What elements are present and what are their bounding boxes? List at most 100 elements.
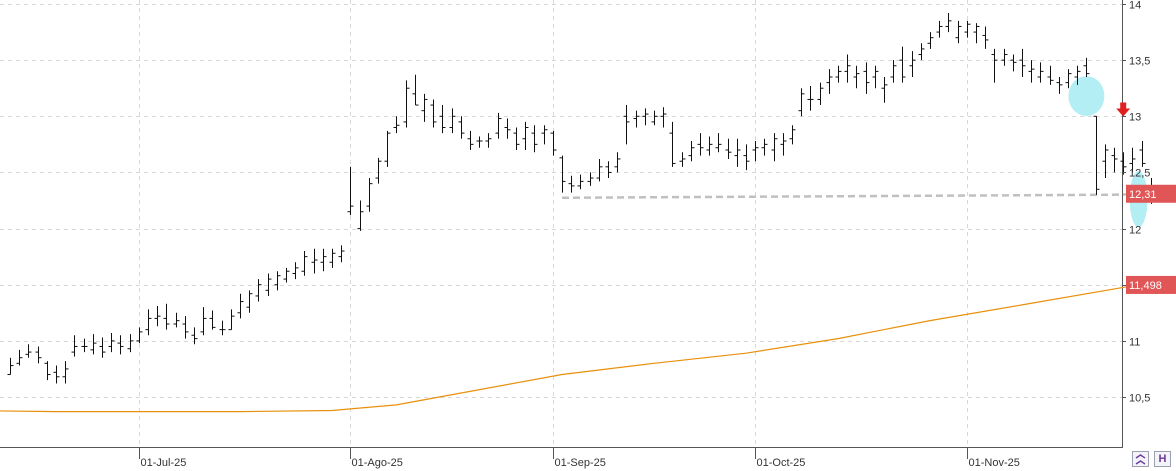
- ohlc-bar: [899, 46, 906, 83]
- ohlc-bar: [136, 327, 143, 344]
- ohlc-bar: [587, 172, 594, 186]
- ohlc-bar: [817, 82, 824, 106]
- ohlc-bar: [53, 365, 60, 384]
- price-badge: 12,31: [1126, 184, 1176, 203]
- ohlc-bar: [872, 65, 879, 89]
- ohlc-bar: [568, 175, 575, 193]
- ohlc-bar: [1019, 48, 1026, 77]
- ohlc-bar: [154, 306, 161, 327]
- ohlc-bar: [108, 332, 115, 353]
- ohlc-bar: [99, 337, 106, 358]
- x-tick-label: 01-Jul-25: [141, 457, 187, 469]
- ohlc-bar: [642, 108, 649, 126]
- price-badge-bg: [1126, 275, 1176, 294]
- ohlc-bar: [596, 158, 603, 182]
- ohlc-bar: [311, 248, 318, 274]
- ohlc-bar: [531, 125, 538, 153]
- axes: [0, 0, 1123, 448]
- ohlc-bar: [338, 245, 345, 263]
- y-tick-label: 13: [1129, 112, 1141, 124]
- ohlc-bar: [1037, 62, 1044, 83]
- ohlc-bar: [421, 93, 428, 122]
- ohlc-bar: [909, 51, 916, 77]
- ohlc-bar: [853, 65, 860, 89]
- ohlc-bar: [145, 309, 152, 336]
- ohlc-bar: [826, 69, 833, 94]
- ohlc-bar: [660, 107, 667, 128]
- ohlc-bar: [577, 174, 584, 190]
- ohlc-bar: [1129, 147, 1136, 173]
- ohlc-bar: [127, 334, 134, 353]
- ohlc-bar: [1111, 147, 1118, 173]
- ohlc-bar: [173, 312, 180, 328]
- ohlc-bar: [274, 271, 281, 291]
- price-badge: 11,498: [1126, 275, 1176, 294]
- ohlc-bar: [679, 152, 686, 167]
- reference-line-layer: [561, 192, 1159, 200]
- price-badge-label: 11,498: [1129, 280, 1162, 292]
- expand-arrows-icon[interactable]: [1132, 451, 1149, 467]
- ohlc-bar: [559, 155, 566, 193]
- ohlc-bar: [706, 136, 713, 156]
- ohlc-bar: [320, 248, 327, 272]
- ohlc-bar: [752, 140, 759, 162]
- grid-lines: [0, 0, 1122, 447]
- ohlc-bar: [697, 133, 704, 156]
- ohlc-bar: [1093, 115, 1100, 195]
- ohlc-bar: [522, 121, 529, 150]
- ohlc-bar: [209, 310, 216, 330]
- ohlc-bar: [182, 316, 189, 339]
- ohlc-bar: [375, 157, 382, 184]
- ohlc-bar: [283, 267, 290, 283]
- ohlc-bar: [1065, 69, 1072, 89]
- ohlc-bar: [366, 178, 373, 212]
- ohlc-bar: [1120, 152, 1127, 175]
- y-tick-label: 12,5: [1129, 168, 1150, 180]
- ohlc-bar: [200, 307, 207, 336]
- h-square-icon[interactable]: H: [1154, 451, 1171, 467]
- x-tick-label: 01-Nov-25: [969, 457, 1020, 469]
- ohlc-bar: [504, 118, 511, 139]
- ohlc-bar: [945, 12, 952, 33]
- ohlc-bar: [761, 138, 768, 156]
- x-tick-label: 01-Oct-25: [757, 457, 806, 469]
- y-tick-label: 11: [1129, 337, 1140, 349]
- ohlc-bar: [292, 262, 299, 280]
- ohlc-bar: [265, 273, 272, 296]
- ohlc-bar: [71, 335, 78, 357]
- ohlc-bar: [964, 20, 971, 38]
- highlight-layer: [1068, 76, 1148, 228]
- ohlc-bar: [633, 110, 640, 128]
- ohlc-bar: [982, 26, 989, 49]
- ohlc-bar: [623, 105, 630, 145]
- ohlc-bar: [449, 108, 456, 134]
- y-tick-label: 12: [1129, 225, 1141, 237]
- ohlc-bar: [255, 279, 262, 302]
- y-tick-label: 13,5: [1129, 56, 1150, 68]
- ohlc-bar: [614, 152, 621, 173]
- ohlc-bars: [7, 12, 1155, 384]
- ohlc-bar: [44, 361, 51, 381]
- ohlc-bar: [725, 138, 732, 159]
- ohlc-bar: [117, 335, 124, 355]
- y-tick-labels: 10,5 11 12 12,5 13 13,5 14: [1122, 0, 1150, 405]
- ohlc-bar: [1139, 140, 1146, 167]
- down-arrow-icon: [1116, 102, 1131, 117]
- price-badge-bg: [1126, 184, 1176, 203]
- ohlc-bar: [1047, 65, 1054, 85]
- support-reference-line: [561, 192, 1159, 200]
- ohlc-bar: [798, 88, 805, 117]
- ohlc-bar: [715, 133, 722, 153]
- ohlc-bar: [890, 60, 897, 83]
- ohlc-bar: [228, 309, 235, 331]
- ohlc-bar: [789, 125, 796, 145]
- ohlc-bar: [16, 349, 23, 366]
- highlight-circle: [1068, 76, 1105, 117]
- moving-average-line: [0, 285, 1133, 413]
- ohlc-bar: [25, 344, 32, 358]
- ohlc-bar: [1102, 144, 1109, 179]
- ohlc-bar: [605, 161, 612, 179]
- ohlc-bar: [467, 130, 474, 150]
- ohlc-bar: [927, 32, 934, 49]
